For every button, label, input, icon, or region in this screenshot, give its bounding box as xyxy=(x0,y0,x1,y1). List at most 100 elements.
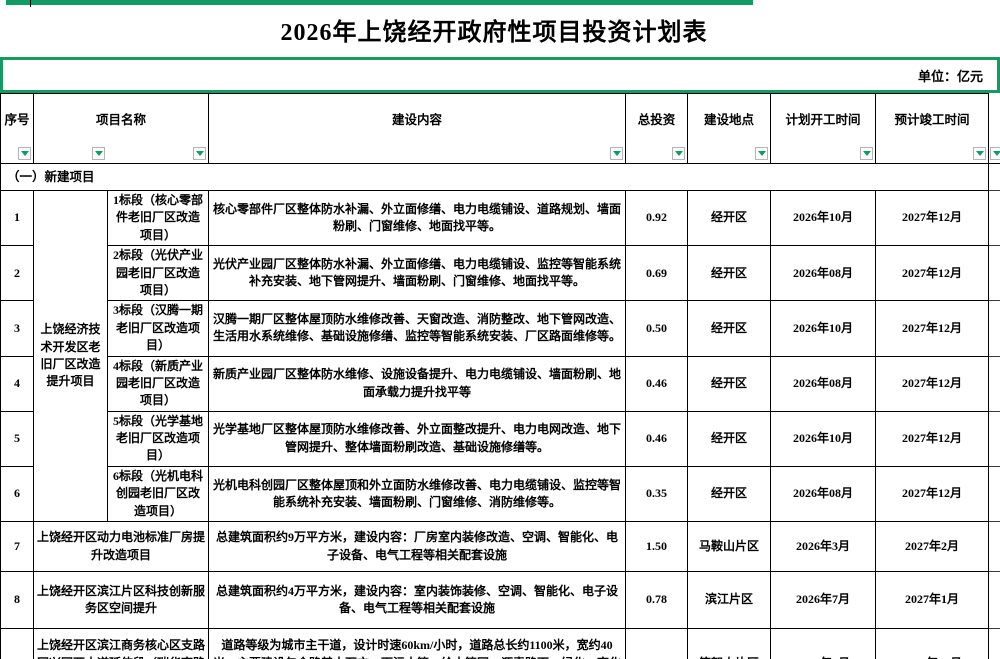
end-date-cell[interactable]: 2026年12月 xyxy=(875,628,990,659)
investment-cell[interactable]: 0.46 xyxy=(625,355,689,412)
content-cell[interactable]: 光伏产业园厂区整体防水补漏、外立面修缮、电力电缆铺设、监控等智能系统补充安装、地… xyxy=(208,245,627,302)
investment-cell[interactable]: 0.69 xyxy=(625,245,689,302)
investment-cell[interactable]: 0.35 xyxy=(625,465,689,523)
start-date-cell[interactable]: 2026年3月 xyxy=(770,521,877,573)
filter-arrow-icon xyxy=(94,151,103,156)
table-row: 5 5标段（光学基地老旧厂区改造项目） 光学基地厂区整体屋顶防水维修改善、外立面… xyxy=(0,410,1000,467)
filter-arrow-icon xyxy=(757,151,766,156)
filter-arrow-icon xyxy=(20,151,29,156)
project-subname-cell[interactable]: 3标段（汉腾一期老旧厂区改造项目） xyxy=(106,300,210,357)
location-cell[interactable]: 经开区 xyxy=(687,465,772,523)
investment-cell[interactable]: 0.50 xyxy=(625,300,689,357)
end-date-cell[interactable]: 2027年12月 xyxy=(875,300,990,357)
project-subname-cell[interactable]: 5标段（光学基地老旧厂区改造项目） xyxy=(106,410,210,467)
filter-button[interactable] xyxy=(193,147,207,160)
section-row: （一）新建项目 xyxy=(0,163,1000,191)
row-no-cell[interactable]: 5 xyxy=(0,410,34,467)
project-name-cell[interactable]: 上饶经开区滨江商务核心区支路网兴园西大道延伸段（瑞华南路至发展路） xyxy=(32,628,210,659)
end-date-cell[interactable]: 2027年2月 xyxy=(875,521,990,573)
row-no-cell[interactable]: 8 xyxy=(0,571,34,630)
filter-arrow-icon xyxy=(195,151,204,156)
start-date-cell[interactable]: 2026年08月 xyxy=(770,355,877,412)
header-name: 项目名称 xyxy=(32,93,210,164)
location-cell[interactable]: 滨江片区 xyxy=(687,571,772,630)
investment-cell[interactable]: 1.50 xyxy=(625,521,689,573)
end-date-cell[interactable]: 2027年12月 xyxy=(875,465,990,523)
row-no-cell[interactable]: 1 xyxy=(0,189,34,247)
content-cell[interactable]: 道路等级为城市主干道，设计时速60km/小时，道路总长约1100米，宽约40米、… xyxy=(208,628,627,659)
investment-cell[interactable]: 0.46 xyxy=(625,410,689,467)
investment-cell[interactable]: 0.92 xyxy=(625,189,689,247)
header-start: 计划开工时间 xyxy=(770,93,877,164)
project-name-cell[interactable]: 上饶经开区滨江片区科技创新服务区空间提升 xyxy=(32,571,210,630)
end-date-cell[interactable]: 2027年12月 xyxy=(875,355,990,412)
start-date-cell[interactable]: 2026年10月 xyxy=(770,189,877,247)
filter-button[interactable] xyxy=(18,147,31,160)
filter-button[interactable] xyxy=(92,147,105,160)
end-date-cell[interactable]: 2027年12月 xyxy=(875,189,990,247)
table-row: 8 上饶经开区滨江片区科技创新服务区空间提升 总建筑面积约4万平方米，建设内容：… xyxy=(0,571,1000,630)
project-subname-cell[interactable]: 2标段（光伏产业园老旧厂区改造项目） xyxy=(106,245,210,302)
location-cell[interactable]: 经开区 xyxy=(687,355,772,412)
project-subname-cell[interactable]: 6标段（光机电科创园老旧厂区改造项目） xyxy=(106,465,210,523)
row-no-cell[interactable]: 4 xyxy=(0,355,34,412)
filter-arrow-icon xyxy=(612,151,621,156)
header-content: 建设内容 xyxy=(208,93,627,164)
location-cell[interactable]: 笔架山片区 xyxy=(687,628,772,659)
project-name-cell[interactable]: 上饶经开区动力电池标准厂房提升改造项目 xyxy=(32,521,210,573)
filter-button[interactable] xyxy=(860,147,874,160)
row-no-cell[interactable]: 7 xyxy=(0,521,34,573)
start-date-cell[interactable]: 2026年08月 xyxy=(770,245,877,302)
start-date-cell[interactable]: 2026年10月 xyxy=(770,300,877,357)
filter-button[interactable] xyxy=(973,147,987,160)
location-cell[interactable]: 经开区 xyxy=(687,245,772,302)
end-date-cell[interactable]: 2027年1月 xyxy=(875,571,990,630)
content-cell[interactable]: 总建筑面积约9万平方米，建设内容：厂房室内装修改造、空调、智能化、电子设备、电气… xyxy=(208,521,627,573)
end-date-cell[interactable]: 2027年12月 xyxy=(875,245,990,302)
unit-row: 单位：亿元 xyxy=(0,57,1000,93)
header-investment: 总投资 xyxy=(625,93,689,164)
row-no-cell[interactable]: 2 xyxy=(0,245,34,302)
start-date-cell[interactable]: 2026年08月 xyxy=(770,465,877,523)
end-date-cell[interactable]: 2027年12月 xyxy=(875,410,990,467)
content-cell[interactable]: 新质产业园厂区整体防水维修、设施设备提升、电力电缆铺设、墙面粉刷、地面承载力提升… xyxy=(208,355,627,412)
group-project-name-cell[interactable]: 上饶经济技术开发区老旧厂区改造提升项目 xyxy=(33,189,108,523)
content-cell[interactable]: 光机电科创园厂区整体屋顶和外立面防水维修改善、电力电缆铺设、监控等智能系统补充安… xyxy=(208,465,627,523)
row-no-cell[interactable]: 6 xyxy=(0,465,34,523)
header-location: 建设地点 xyxy=(687,93,772,164)
location-cell[interactable]: 经开区 xyxy=(687,189,772,247)
row-no-cell[interactable]: 3 xyxy=(0,300,34,357)
start-date-cell[interactable]: 2026年5月 xyxy=(770,628,877,659)
filter-button[interactable] xyxy=(672,147,686,160)
table-row: 9 上饶经开区滨江商务核心区支路网兴园西大道延伸段（瑞华南路至发展路） 道路等级… xyxy=(0,628,1000,659)
project-subname-cell[interactable]: 4标段（新质产业园老旧厂区改造项目） xyxy=(106,355,210,412)
page-title: 2026年上饶经开政府性项目投资计划表 xyxy=(280,20,708,46)
section-label[interactable]: （一）新建项目 xyxy=(0,163,990,191)
content-cell[interactable]: 光学基地厂区整体屋顶防水维修改善、外立面整改提升、电力电网改造、地下管网提升、整… xyxy=(208,410,627,467)
filter-button[interactable] xyxy=(990,147,1000,160)
start-date-cell[interactable]: 2026年7月 xyxy=(770,571,877,630)
filter-arrow-icon xyxy=(992,151,1000,156)
header-clipped-column xyxy=(988,93,1000,164)
filter-arrow-icon xyxy=(674,151,683,156)
location-cell[interactable]: 经开区 xyxy=(687,300,772,357)
investment-cell[interactable]: 0.78 xyxy=(625,571,689,630)
content-cell[interactable]: 核心零部件厂区整体防水补漏、外立面修缮、电力电缆铺设、道路规划、墙面粉刷、门窗维… xyxy=(208,189,627,247)
row-no-cell[interactable]: 9 xyxy=(0,628,34,659)
content-cell[interactable]: 总建筑面积约4万平方米，建设内容：室内装饰装修、空调、智能化、电子设备、电气工程… xyxy=(208,571,627,630)
filter-arrow-icon xyxy=(862,151,871,156)
table-row: 4 4标段（新质产业园老旧厂区改造项目） 新质产业园厂区整体防水维修、设施设备提… xyxy=(0,355,1000,412)
table-row: 2 2标段（光伏产业园老旧厂区改造项目） 光伏产业园厂区整体防水补漏、外立面修缮… xyxy=(0,245,1000,302)
location-cell[interactable]: 马鞍山片区 xyxy=(687,521,772,573)
location-cell[interactable]: 经开区 xyxy=(687,410,772,467)
filter-button[interactable] xyxy=(610,147,624,160)
project-subname-cell[interactable]: 1标段（核心零部件老旧厂区改造项目） xyxy=(106,189,210,247)
header-end: 预计竣工时间 xyxy=(875,93,990,164)
filter-button[interactable] xyxy=(755,147,769,160)
investment-cell[interactable]: 0.42 xyxy=(625,628,689,659)
filter-arrow-icon xyxy=(975,151,984,156)
start-date-cell[interactable]: 2026年10月 xyxy=(770,410,877,467)
header-row: 序号 项目名称 建设内容 总投资 建设地点 计划开工时间 xyxy=(0,93,1000,164)
content-cell[interactable]: 汉腾一期厂区整体屋顶防水维修改善、天窗改造、消防整改、地下管网改造、生活用水系统… xyxy=(208,300,627,357)
